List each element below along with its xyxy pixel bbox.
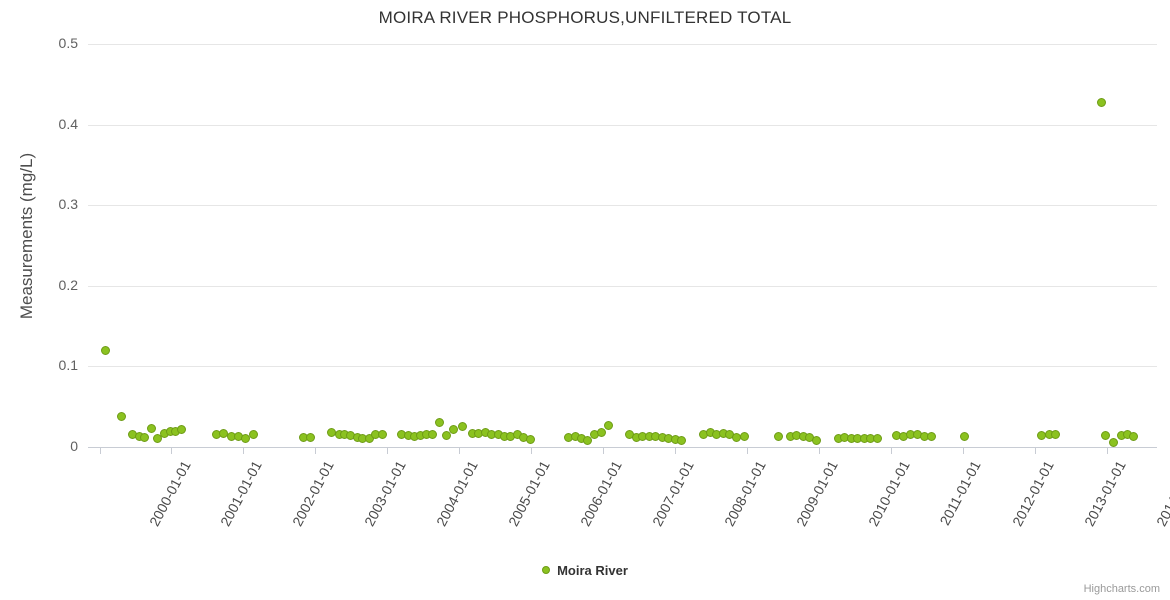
data-point[interactable] xyxy=(525,435,535,445)
data-point[interactable] xyxy=(1129,432,1139,442)
data-point[interactable] xyxy=(583,436,593,446)
x-axis-tick xyxy=(531,448,533,454)
y-axis-tick-label: 0 xyxy=(70,438,78,454)
data-point[interactable] xyxy=(1097,98,1107,108)
legend-item-label[interactable]: Moira River xyxy=(557,563,628,579)
data-point[interactable] xyxy=(1109,437,1119,447)
x-axis-tick xyxy=(962,448,964,454)
data-point[interactable] xyxy=(458,421,468,431)
x-axis-tick xyxy=(315,448,317,454)
chart-legend[interactable]: Moira River xyxy=(0,562,1170,578)
plot-area xyxy=(88,44,1157,447)
data-point[interactable] xyxy=(774,432,784,442)
x-axis-tick-label: 2008-01-01 xyxy=(720,458,769,529)
y-axis-tick-label: 0.5 xyxy=(58,35,78,51)
x-axis-tick-label: 2011-01-01 xyxy=(936,458,984,528)
x-axis-tick xyxy=(171,448,173,454)
x-axis-tick xyxy=(746,448,748,454)
data-point[interactable] xyxy=(116,411,126,421)
x-axis-tick xyxy=(818,448,820,454)
data-point[interactable] xyxy=(604,420,614,430)
gridline xyxy=(88,44,1157,45)
data-point[interactable] xyxy=(597,427,607,437)
data-point[interactable] xyxy=(152,434,162,444)
data-point[interactable] xyxy=(927,432,937,442)
y-axis-title: Measurements (mg/L) xyxy=(17,152,36,320)
data-point[interactable] xyxy=(739,432,749,442)
data-point[interactable] xyxy=(434,418,444,428)
data-point[interactable] xyxy=(146,423,156,433)
x-axis-tick xyxy=(387,448,389,454)
x-axis-tick-label: 2002-01-01 xyxy=(289,458,338,529)
data-point[interactable] xyxy=(1100,431,1110,441)
data-point[interactable] xyxy=(177,424,187,434)
x-axis-tick-label: 2009-01-01 xyxy=(792,458,841,529)
chart-title: MOIRA RIVER PHOSPHORUS,UNFILTERED TOTAL xyxy=(378,8,792,27)
x-axis-tick-label: 2012-01-01 xyxy=(1008,458,1057,529)
data-point[interactable] xyxy=(140,432,150,442)
x-axis-tick xyxy=(1106,448,1108,454)
x-axis-tick-label: 2000-01-01 xyxy=(145,458,194,529)
data-point[interactable] xyxy=(428,429,438,439)
x-axis-tick xyxy=(99,448,101,454)
y-axis-tick-label: 0.2 xyxy=(58,276,78,293)
x-axis-tick xyxy=(603,448,605,454)
y-axis-tick-label: 0.3 xyxy=(58,196,78,213)
data-point[interactable] xyxy=(248,429,258,439)
gridline xyxy=(88,285,1157,287)
highcharts-credits[interactable]: Highcharts.com xyxy=(1083,583,1160,595)
x-axis-tick-label: 2007-01-01 xyxy=(649,458,697,529)
data-point[interactable] xyxy=(377,430,387,440)
x-axis-tick xyxy=(243,448,245,454)
data-point[interactable] xyxy=(448,424,458,434)
data-point[interactable] xyxy=(812,436,822,446)
gridline xyxy=(88,205,1157,207)
data-point[interactable] xyxy=(1051,430,1061,440)
gridline xyxy=(88,366,1157,368)
data-point[interactable] xyxy=(676,436,686,446)
data-point[interactable] xyxy=(873,434,883,444)
x-axis-tick xyxy=(675,448,676,454)
x-axis-line xyxy=(88,447,1157,448)
gridline xyxy=(88,124,1157,126)
x-axis-tick xyxy=(1034,448,1036,454)
y-axis-tick-label: 0.1 xyxy=(58,357,78,374)
x-axis-tick-label: 2004-01-01 xyxy=(433,458,482,529)
x-axis-tick-label: 2014-01-01 xyxy=(1152,458,1170,529)
data-point[interactable] xyxy=(959,432,969,442)
data-point[interactable] xyxy=(441,431,451,441)
x-axis-tick-label: 2001-01-01 xyxy=(217,458,266,529)
x-axis-tick xyxy=(459,448,461,454)
x-axis-tick-label: 2003-01-01 xyxy=(361,458,410,529)
x-axis-tick xyxy=(890,448,892,454)
x-axis-tick-label: 2005-01-01 xyxy=(505,458,553,529)
legend-marker-icon xyxy=(542,565,551,574)
x-axis-tick-label: 2010-01-01 xyxy=(864,458,913,529)
data-point[interactable] xyxy=(100,345,110,355)
x-axis-tick-label: 2006-01-01 xyxy=(577,458,625,529)
data-point[interactable] xyxy=(305,432,315,442)
x-axis-tick-label: 2013-01-01 xyxy=(1080,458,1129,529)
data-point[interactable] xyxy=(241,433,251,443)
y-axis-tick-label: 0.4 xyxy=(58,115,78,132)
